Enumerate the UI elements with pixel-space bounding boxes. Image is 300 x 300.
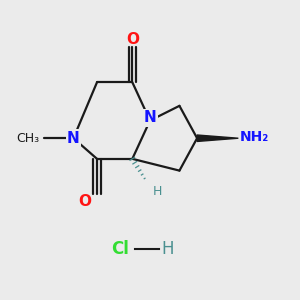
Text: O: O <box>79 194 92 209</box>
Text: CH₃: CH₃ <box>16 132 40 145</box>
Text: H: H <box>161 240 174 258</box>
Text: N: N <box>67 131 80 146</box>
Text: NH₂: NH₂ <box>240 130 269 144</box>
Text: Cl: Cl <box>112 240 130 258</box>
Text: N: N <box>144 110 156 125</box>
Text: O: O <box>126 32 139 47</box>
Text: H: H <box>153 185 162 198</box>
Polygon shape <box>197 135 238 142</box>
